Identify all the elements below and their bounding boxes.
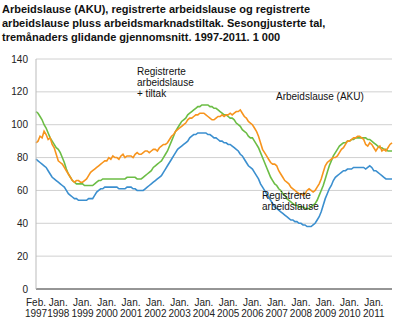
svg-text:60: 60 <box>17 185 29 196</box>
svg-text:40: 40 <box>17 218 29 229</box>
html-text:Registrerte arbeidslause: Registrerte arbeidslause <box>262 190 319 212</box>
svg-text:Jan.2002: Jan.2002 <box>144 297 167 319</box>
svg-text:Jan.2007: Jan.2007 <box>266 297 289 319</box>
svg-text:0: 0 <box>22 284 28 295</box>
html-text:Arbeidslause (AKU): Arbeidslause (AKU) <box>276 91 364 102</box>
svg-text:Jan.2006: Jan.2006 <box>241 297 264 319</box>
svg-text:Jan.2009: Jan.2009 <box>314 297 337 319</box>
svg-text:Jan.2000: Jan.2000 <box>96 297 119 319</box>
html-text:Arbeidslause (AKU), registrert: Arbeidslause (AKU), registrerte arbeidsl… <box>2 3 326 43</box>
svg-text:Jan.2010: Jan.2010 <box>338 297 361 319</box>
svg-text:Jan.2001: Jan.2001 <box>120 297 143 319</box>
svg-text:80: 80 <box>17 152 29 163</box>
html-text:Registrerte arbeidslause + til: Registrerte arbeidslause + tiltak <box>137 66 194 99</box>
svg-text:Jan.2004: Jan.2004 <box>193 297 216 319</box>
svg-text:140: 140 <box>11 54 28 65</box>
svg-text:Jan.2011: Jan.2011 <box>363 297 385 319</box>
svg-text:120: 120 <box>11 86 28 97</box>
svg-text:Jan.1998: Jan.1998 <box>47 297 70 319</box>
svg-text:Jan.2005: Jan.2005 <box>217 297 240 319</box>
svg-text:20: 20 <box>17 251 29 262</box>
svg-text:100: 100 <box>11 119 28 130</box>
svg-text:Feb.1997: Feb.1997 <box>25 297 48 319</box>
svg-text:Jan.1999: Jan.1999 <box>71 297 94 319</box>
svg-text:Jan.2008: Jan.2008 <box>290 297 313 319</box>
svg-text:Jan.2003: Jan.2003 <box>168 297 191 319</box>
